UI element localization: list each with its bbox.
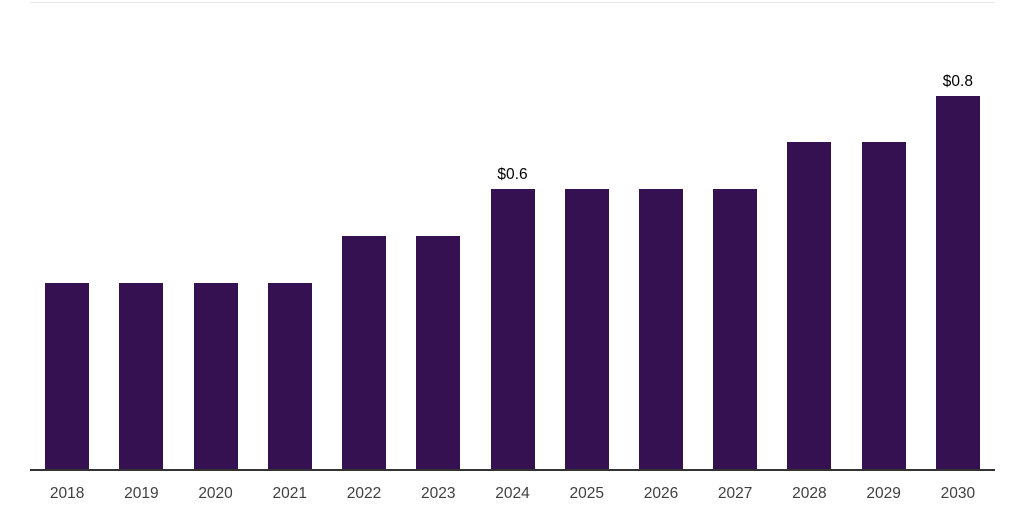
x-axis-line: [30, 469, 995, 471]
x-tick-2021: 2021: [272, 485, 308, 502]
bar-value-label-2024: $0.6: [497, 166, 528, 183]
x-tick-2027: 2027: [717, 485, 753, 502]
bar-2018: [45, 283, 90, 470]
x-tick-2019: 2019: [124, 485, 159, 502]
bar-2029: [861, 142, 906, 470]
bar-2024: [490, 189, 535, 470]
bar-2022: [342, 236, 387, 470]
bar-2027: [713, 189, 758, 470]
bar-2023: [416, 236, 461, 470]
x-tick-2030: 2030: [940, 485, 976, 502]
x-tick-2024: 2024: [495, 485, 530, 502]
x-tick-2025: 2025: [569, 485, 604, 502]
bar-2028: [787, 142, 832, 470]
x-tick-2029: 2029: [866, 485, 901, 502]
x-tick-2020: 2020: [198, 485, 233, 502]
x-tick-2022: 2022: [346, 485, 382, 502]
bar-value-label-2030: $0.8: [942, 73, 973, 90]
x-tick-2028: 2028: [792, 485, 827, 502]
bar-2026: [638, 189, 683, 470]
bar-2020: [193, 283, 238, 470]
bar-2019: [119, 283, 164, 470]
x-tick-2018: 2018: [49, 485, 85, 502]
bar-2021: [267, 283, 312, 470]
x-tick-2026: 2026: [643, 485, 679, 502]
bar-2025: [564, 189, 609, 470]
x-tick-2023: 2023: [421, 485, 456, 502]
bar-2030: [935, 96, 980, 470]
top-gridline: [30, 2, 995, 3]
